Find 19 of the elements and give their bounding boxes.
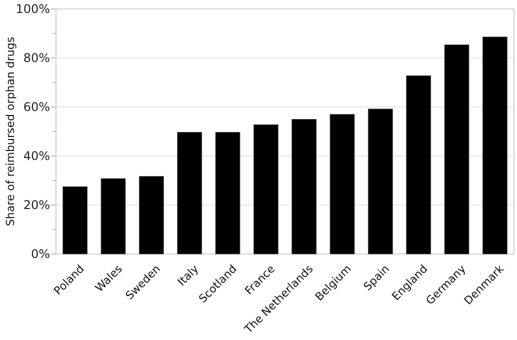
bar <box>330 114 355 254</box>
bar <box>215 132 240 254</box>
bar <box>482 36 508 254</box>
bar <box>406 75 432 254</box>
y-tick-label: 80% <box>23 51 50 66</box>
bar <box>62 186 88 254</box>
y-tick-label: 20% <box>23 198 50 212</box>
y-tick-label: 100% <box>16 2 50 16</box>
y-axis-title: Share of reimbursed orphan drugs <box>4 36 17 226</box>
bar <box>100 178 126 254</box>
bar <box>177 132 202 254</box>
bar <box>138 176 164 254</box>
y-tick-label: 0% <box>30 247 50 262</box>
bar <box>444 44 470 254</box>
bar <box>253 124 278 254</box>
y-tick-label: 40% <box>23 149 50 164</box>
y-tick-label: 60% <box>23 100 50 114</box>
bar <box>368 108 393 254</box>
bar <box>292 119 317 254</box>
